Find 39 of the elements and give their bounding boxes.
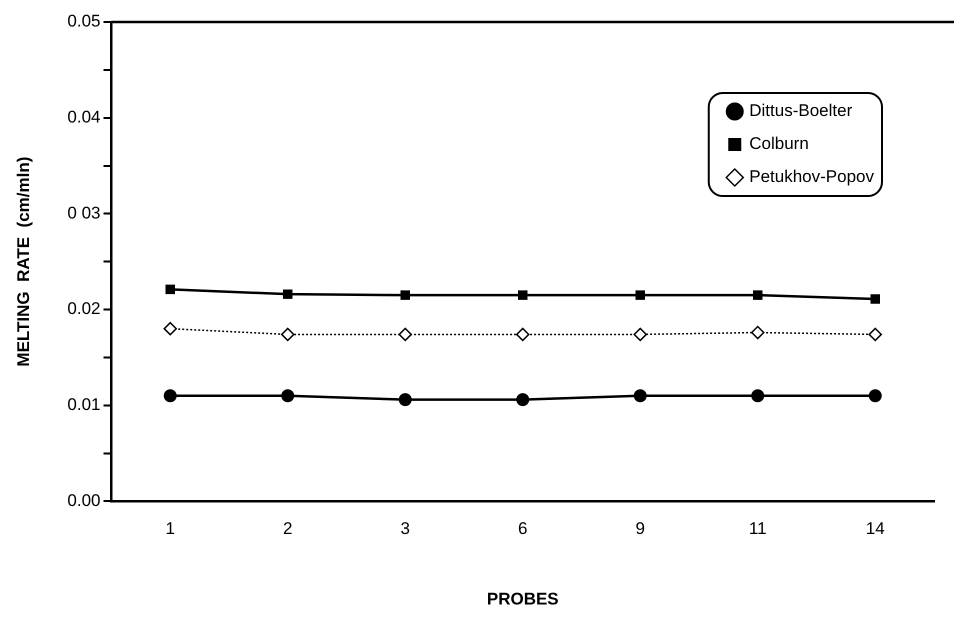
point [634,389,647,402]
point [753,290,762,300]
x-tick-label: 2 [283,519,292,538]
point [516,328,530,342]
y-tick-label: 0.04 [67,108,100,127]
point [751,389,764,402]
legend-label: Petukhov-Popov [749,167,874,186]
x-tick-label: 9 [636,519,645,538]
point [398,393,412,406]
y-tick-label: 0.02 [67,299,100,318]
legend-label: Dittus-Boelter [749,101,853,120]
point [164,389,177,402]
point [280,328,294,342]
x-axis-title: PROBES [486,589,559,608]
point [633,328,647,342]
point [282,289,292,299]
y-tick-label: 0.05 [67,12,100,31]
x-tick-label: 6 [518,519,528,538]
point [868,389,882,402]
x-tick-label: 14 [866,519,885,538]
point [518,290,528,300]
y-tick-label: 0.00 [67,490,100,510]
point [165,284,175,294]
point [400,290,410,300]
point [516,393,530,406]
y-tick-label: 0 03 [67,203,100,222]
point [750,326,764,340]
point [870,294,880,304]
x-tick-label: 3 [400,519,410,538]
y-tick-label: 0.01 [67,395,100,414]
point [163,322,177,336]
point [868,328,882,342]
point [636,290,645,300]
x-tick-label: 1 [166,519,175,538]
legend-label: Colburn [749,134,809,154]
point [398,328,412,342]
x-tick-label: 11 [748,519,767,538]
y-axis-title: MELTING RATE (cm/mln) [14,156,33,367]
point [281,389,294,402]
